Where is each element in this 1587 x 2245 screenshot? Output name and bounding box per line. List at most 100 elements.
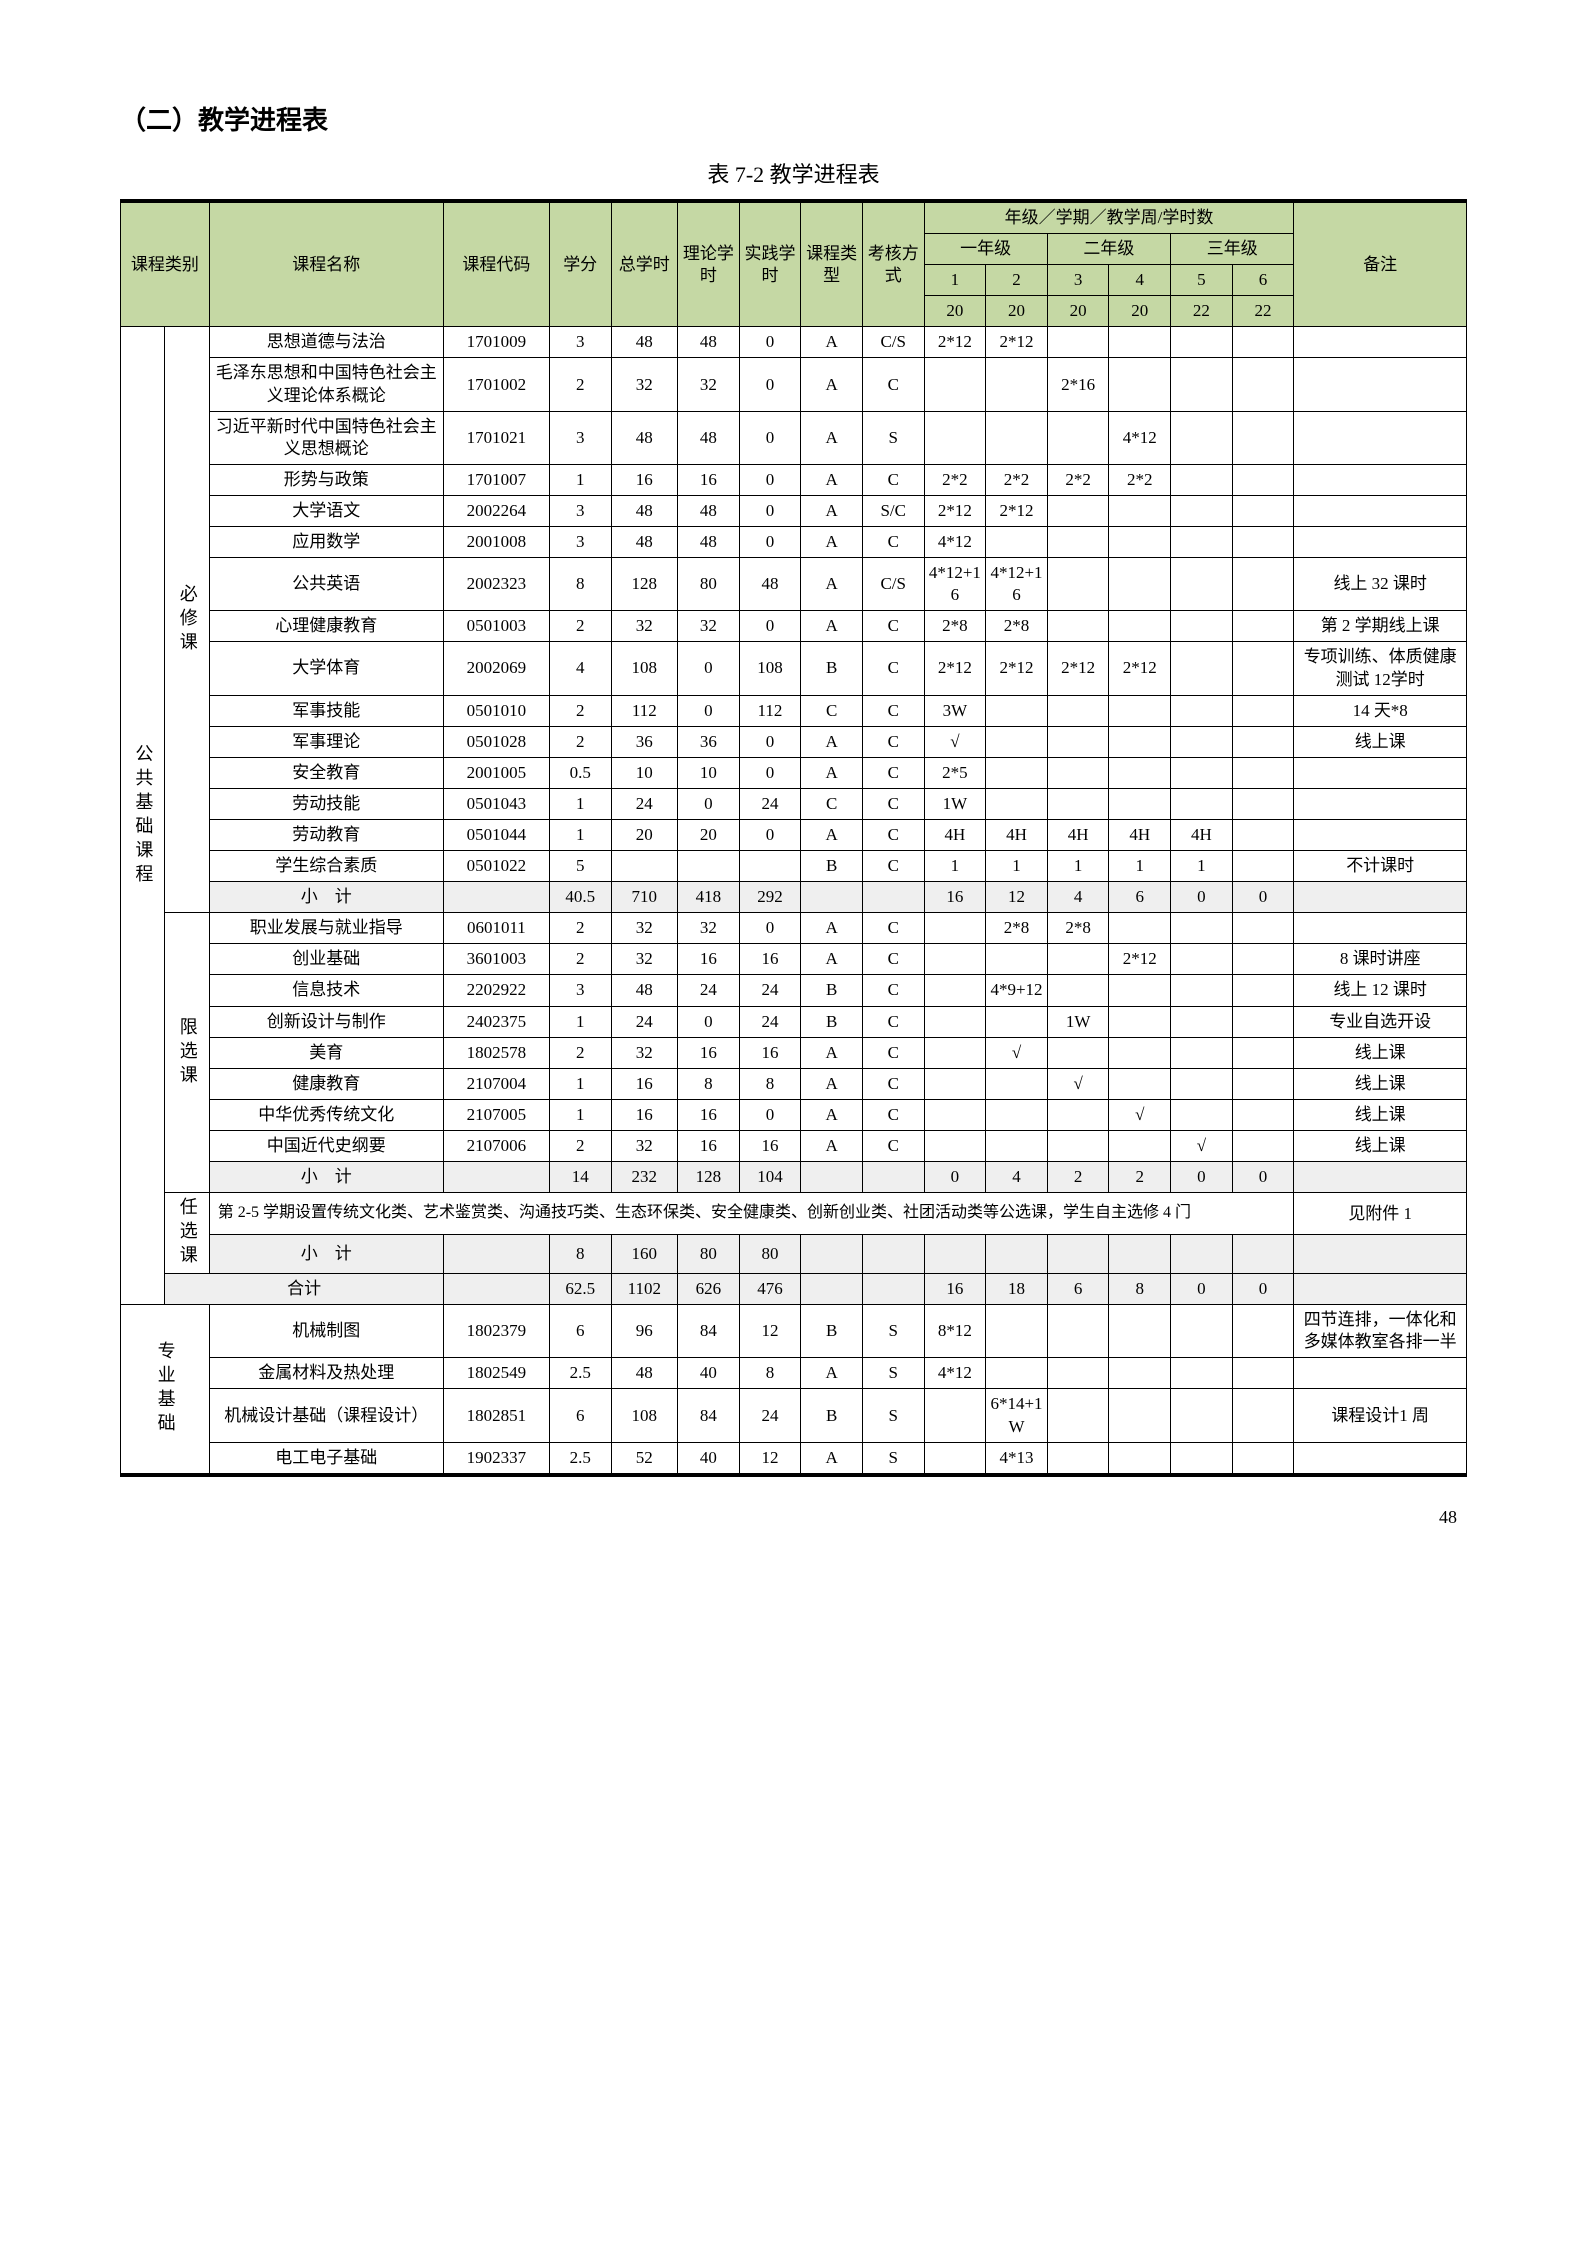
table-cell: 习近平新时代中国特色社会主义思想概论 [209, 411, 443, 464]
table-cell: 2*2 [1047, 464, 1109, 495]
table-cell [1171, 1099, 1233, 1130]
table-cell: 4H [924, 819, 986, 850]
table-cell [1294, 527, 1467, 558]
table-cell: 2*12 [1109, 944, 1171, 975]
table-cell: 0 [739, 1099, 801, 1130]
table-cell [1171, 495, 1233, 526]
table-cell: 24 [739, 788, 801, 819]
table-cell: C [862, 1099, 924, 1130]
table-cell [1109, 1389, 1171, 1442]
table-cell [1047, 726, 1109, 757]
hdr-course-type: 课程类型 [801, 203, 863, 327]
hdr-grade2: 二年级 [1047, 234, 1170, 265]
table-cell: A [801, 757, 863, 788]
table-cell: 2*2 [1109, 464, 1171, 495]
table-cell [1171, 558, 1233, 611]
table-cell: 线上 12 课时 [1294, 975, 1467, 1006]
table-cell: 创业基础 [209, 944, 443, 975]
table-cell [1232, 757, 1294, 788]
table-cell [1232, 1037, 1294, 1068]
table-cell: 32 [611, 944, 678, 975]
table-cell: 1701007 [443, 464, 549, 495]
table-cell: 1 [549, 788, 611, 819]
table-cell: 16 [678, 464, 740, 495]
table-cell: 16 [678, 1130, 740, 1161]
table-cell: 3 [549, 495, 611, 526]
table-cell: 美育 [209, 1037, 443, 1068]
optional-note: 第 2-5 学期设置传统文化类、艺术鉴赏类、沟通技巧类、生态环保类、安全健康类、… [209, 1193, 1294, 1235]
table-cell [1294, 327, 1467, 358]
table-cell: 机械设计基础（课程设计） [209, 1389, 443, 1442]
table-cell: 80 [678, 558, 740, 611]
table-cell: 创新设计与制作 [209, 1006, 443, 1037]
table-cell [1232, 558, 1294, 611]
table-cell: A [801, 1442, 863, 1473]
table-cell: 1W [924, 788, 986, 819]
table-cell [924, 913, 986, 944]
table-cell: 128 [611, 558, 678, 611]
table-cell: 2*8 [986, 611, 1048, 642]
table-cell: 线上课 [1294, 1130, 1467, 1161]
table-cell: 4*12 [1109, 411, 1171, 464]
table-cell: B [801, 642, 863, 695]
table-row: 形势与政策1701007116160AC2*22*22*22*2 [121, 464, 1467, 495]
table-cell: C [862, 358, 924, 411]
table-cell [1232, 975, 1294, 1006]
table-cell: 2*16 [1047, 358, 1109, 411]
table-cell: 2*8 [986, 913, 1048, 944]
table-cell [1232, 1358, 1294, 1389]
table-cell: 2 [549, 358, 611, 411]
table-cell [1171, 611, 1233, 642]
table-cell [1232, 1442, 1294, 1473]
table-cell: 公共英语 [209, 558, 443, 611]
table-cell [1047, 327, 1109, 358]
table-cell [1171, 1442, 1233, 1473]
table-cell [986, 1305, 1048, 1358]
table-cell [1109, 975, 1171, 1006]
table-cell: 32 [678, 358, 740, 411]
total-label: 合计 [165, 1274, 444, 1305]
table-cell [443, 882, 549, 913]
table-cell: 职业发展与就业指导 [209, 913, 443, 944]
table-cell: 0 [924, 1162, 986, 1193]
table-cell: 1 [986, 851, 1048, 882]
hdr-wk-5: 22 [1171, 296, 1233, 327]
hdr-grade3: 三年级 [1171, 234, 1294, 265]
table-cell: 军事理论 [209, 726, 443, 757]
table-cell: 毛泽东思想和中国特色社会主义理论体系概论 [209, 358, 443, 411]
hdr-remark: 备注 [1294, 203, 1467, 327]
table-cell: 线上课 [1294, 1068, 1467, 1099]
table-cell [1294, 1235, 1467, 1274]
table-cell [1109, 757, 1171, 788]
table-cell: B [801, 1006, 863, 1037]
hdr-theory-hours: 理论学时 [678, 203, 740, 327]
table-row: 毛泽东思想和中国特色社会主义理论体系概论1701002232320AC2*16 [121, 358, 1467, 411]
table-cell: 0 [678, 788, 740, 819]
table-cell: 0501022 [443, 851, 549, 882]
table-row: 金属材料及热处理18025492.548408AS4*12 [121, 1358, 1467, 1389]
table-cell: 专业自选开设 [1294, 1006, 1467, 1037]
table-cell [1171, 1068, 1233, 1099]
table-cell: A [801, 1130, 863, 1161]
table-cell [1232, 1389, 1294, 1442]
table-cell: 4*13 [986, 1442, 1048, 1473]
table-cell: 2402375 [443, 1006, 549, 1037]
table-cell [1109, 1130, 1171, 1161]
table-cell: 应用数学 [209, 527, 443, 558]
table-cell: 0601011 [443, 913, 549, 944]
table-cell [1109, 1442, 1171, 1473]
table-cell: A [801, 464, 863, 495]
table-cell: 第 2 学期线上课 [1294, 611, 1467, 642]
table-cell: 线上 32 课时 [1294, 558, 1467, 611]
table-cell [1171, 695, 1233, 726]
table-cell: 线上课 [1294, 726, 1467, 757]
table-cell: 0 [739, 913, 801, 944]
table-cell: 24 [739, 1389, 801, 1442]
table-cell: 2 [549, 913, 611, 944]
table-cell: 6 [1109, 882, 1171, 913]
table-cell [1294, 819, 1467, 850]
hdr-sem-2: 2 [986, 265, 1048, 296]
table-cell [1109, 527, 1171, 558]
table-cell: 10 [678, 757, 740, 788]
table-cell [986, 1006, 1048, 1037]
